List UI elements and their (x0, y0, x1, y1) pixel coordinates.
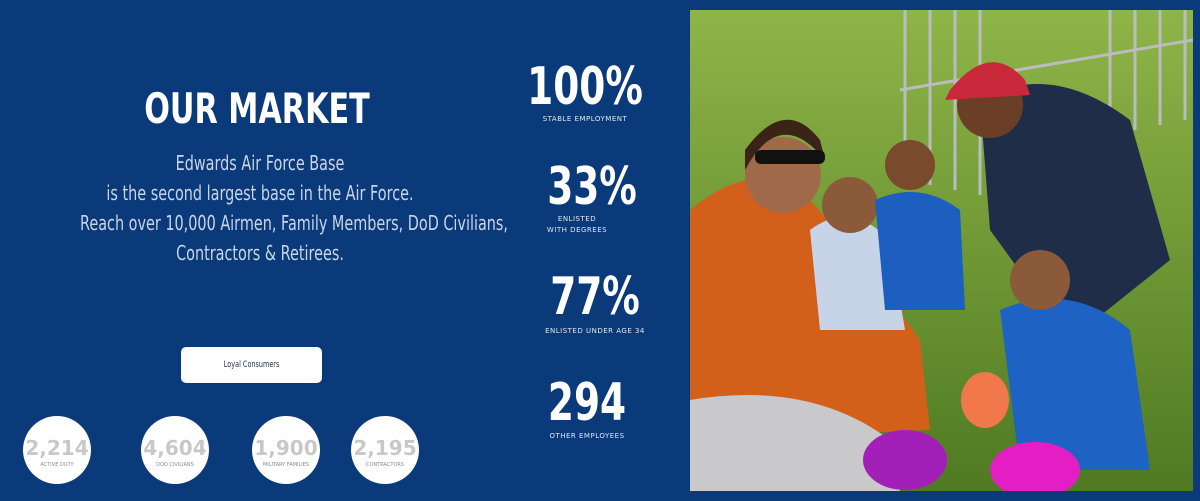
count-label: DOD CIVILIANS (156, 462, 194, 468)
stat-label: WITH DEGREES (546, 226, 608, 234)
count-circle: 2,195 CONTRACTORS (351, 416, 419, 484)
stat-value: 77% (550, 267, 640, 327)
stat: 100% STABLE EMPLOYMENT (485, 60, 685, 125)
description-line: is the second largest base in the Air Fo… (106, 181, 414, 205)
count-value: 1,900 (254, 436, 318, 460)
count-circle: 1,900 MILITARY FAMILIES (252, 416, 320, 484)
loyal-consumers-button[interactable]: Loyal Consumers (181, 347, 322, 383)
description-line: Reach over 10,000 Airmen, Family Members… (80, 211, 508, 235)
stat-value: 294 (547, 373, 627, 433)
count-label: CONTRACTORS (366, 462, 404, 468)
count-label: ACTIVE DUTY (40, 462, 74, 468)
count-circle: 4,604 DOD CIVILIANS (141, 416, 209, 484)
count-value: 2,195 (353, 436, 417, 460)
count-circle: 2,214 ACTIVE DUTY (23, 416, 91, 484)
count-value: 4,604 (143, 436, 207, 460)
title: OUR MARKET (144, 84, 370, 133)
stat: 294 OTHER EMPLOYEES (487, 376, 687, 442)
count-label: MILITARY FAMILIES (262, 462, 310, 468)
stat: 77% ENLISTED UNDER AGE 34 (495, 270, 695, 337)
stat-label: STABLE EMPLOYMENT (542, 115, 628, 123)
family-photo (690, 10, 1193, 491)
count-value: 2,214 (25, 436, 89, 460)
description-line: Edwards Air Force Base (175, 151, 345, 175)
button-label: Loyal Consumers (223, 360, 280, 370)
stat-label: OTHER EMPLOYEES (549, 432, 625, 440)
stat: 33% ENLISTED WITH DEGREES (492, 160, 692, 236)
stat-label: ENLISTED (557, 215, 597, 223)
stat-value: 100% (527, 57, 643, 117)
stat-label: ENLISTED UNDER AGE 34 (545, 327, 645, 335)
description: Edwards Air Force Base is the second lar… (10, 148, 510, 268)
description-line: Contractors & Retirees. (176, 241, 344, 265)
stat-value: 33% (547, 157, 637, 217)
